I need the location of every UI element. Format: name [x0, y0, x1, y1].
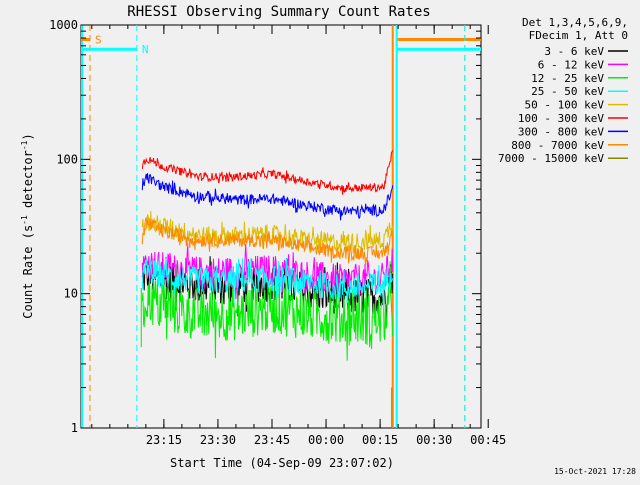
chart-title: RHESSI Observing Summary Count Rates	[127, 4, 430, 20]
y-axis-label-sup1: -1	[20, 215, 29, 225]
legend-label: 100 - 300 keV	[518, 112, 604, 125]
y-tick-label: 1000	[49, 18, 78, 32]
x-tick-label: 00:00	[308, 433, 344, 447]
series-line	[141, 150, 394, 195]
series-line	[141, 216, 393, 266]
x-tick-label: 23:15	[146, 433, 182, 447]
y-axis-ticks: 1 10 100 1000	[49, 18, 481, 435]
x-tick-label: 00:30	[416, 433, 452, 447]
y-axis-label-part2: detector	[21, 150, 35, 215]
x-tick-label: 00:15	[362, 433, 398, 447]
x-tick-label: 00:45	[470, 433, 506, 447]
flag-label: N	[142, 43, 149, 56]
x-axis-ticks: 23:15 23:30 23:45 00:00 00:15 00:30 00:45	[91, 25, 506, 447]
legend-label: 12 - 25 keV	[531, 72, 604, 85]
y-tick-label: 10	[64, 287, 78, 301]
x-tick-label: 23:30	[200, 433, 236, 447]
y-axis-label-sup2: -1	[20, 140, 29, 150]
y-axis-label-part3: )	[21, 133, 35, 140]
legend-label: 7000 - 15000 keV	[498, 152, 604, 165]
legend-label: 3 - 6 keV	[544, 45, 604, 58]
flag-label: S	[95, 33, 102, 46]
legend-label: 300 - 800 keV	[518, 125, 604, 138]
legend-header: Det 1,3,4,5,6,9,	[522, 16, 628, 29]
y-tick-label: 1	[71, 421, 78, 435]
legend-label: 6 - 12 keV	[538, 58, 605, 71]
series-line	[141, 261, 394, 361]
legend-header: FDecim 1, Att 0	[529, 29, 628, 42]
y-axis-label-part1: Count Rate (s	[21, 225, 35, 319]
legend-label: 50 - 100 keV	[525, 99, 605, 112]
legend: Det 1,3,4,5,6,9,FDecim 1, Att 0 3 - 6 keV…	[498, 16, 628, 165]
x-axis-label: Start Time (04-Sep-09 23:07:02)	[170, 456, 394, 470]
footer-date: 15-Oct-2021 17:28	[554, 467, 636, 476]
series-group	[140, 150, 394, 428]
legend-label: 800 - 7000 keV	[511, 139, 604, 152]
y-tick-label: 100	[56, 152, 78, 166]
y-axis-label: Count Rate (s-1 detector-1)	[20, 133, 35, 318]
x-tick-label: 23:45	[254, 433, 290, 447]
legend-label: 25 - 50 keV	[531, 85, 604, 98]
series-line	[141, 173, 394, 221]
series-line	[141, 252, 394, 309]
